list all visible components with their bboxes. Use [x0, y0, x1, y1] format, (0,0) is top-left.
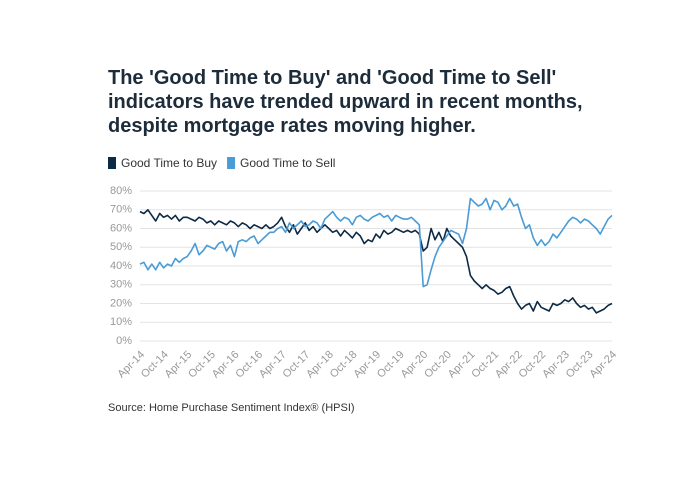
series-line	[139, 209, 613, 314]
chart-title: The 'Good Time to Buy' and 'Good Time to…	[108, 67, 583, 137]
x-tick-label: Apr-24	[587, 349, 619, 381]
y-tick-label: 50%	[110, 241, 132, 253]
series-line	[139, 197, 613, 288]
legend-label: Good Time to Sell	[240, 156, 335, 170]
source-note: Source: Home Purchase Sentiment Index® (…	[108, 402, 355, 414]
y-tick-label: 60%	[110, 222, 132, 234]
y-tick-label: 70%	[110, 204, 132, 216]
y-tick-label: 20%	[110, 297, 132, 309]
legend-swatch	[227, 157, 236, 169]
y-tick-label: 40%	[110, 260, 132, 272]
y-tick-label: 10%	[110, 316, 132, 328]
legend-label: Good Time to Buy	[121, 156, 217, 170]
y-tick-label: 30%	[110, 279, 132, 291]
legend-swatch	[108, 157, 116, 169]
y-tick-label: 80%	[110, 185, 132, 197]
y-tick-label: 0%	[116, 335, 132, 347]
